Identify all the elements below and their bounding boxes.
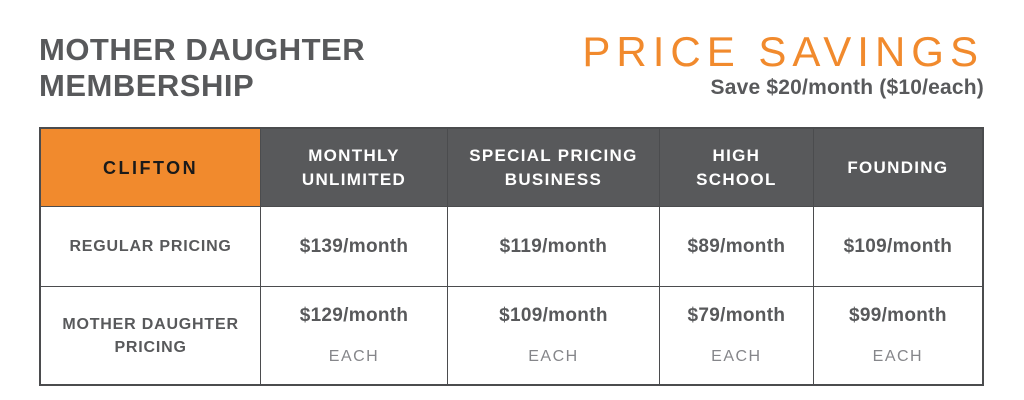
price-cell: $139/month <box>260 206 448 287</box>
corner-cell-clifton: CLIFTON <box>39 127 262 207</box>
pricing-table-header: CLIFTON MONTHLY UNLIMITED SPECIAL PRICIN… <box>39 127 984 207</box>
column-header-high-school: HIGH SCHOOL <box>659 127 814 207</box>
row-label-mother-daughter-pricing: MOTHER DAUGHTER PRICING <box>39 286 262 386</box>
price-value: $139/month <box>299 235 409 257</box>
pricing-table-body: REGULAR PRICING $139/month $119/month $8… <box>39 206 984 386</box>
price-value: $79/month <box>687 305 786 326</box>
price-value: $89/month <box>687 235 786 257</box>
price-cell: $109/month <box>812 206 984 287</box>
price-value: $109/month <box>843 235 953 257</box>
each-label: EACH <box>872 348 924 365</box>
row-label-regular-pricing: REGULAR PRICING <box>39 206 262 287</box>
page-title: MOTHER DAUGHTER MEMBERSHIP <box>39 32 366 103</box>
price-cell: $119/month <box>446 206 661 287</box>
price-cell: $109/month EACH <box>446 286 661 386</box>
savings-subtitle: Save $20/month ($10/each) <box>710 76 984 99</box>
each-label: EACH <box>711 348 762 365</box>
table-row-regular-pricing: REGULAR PRICING $139/month $119/month $8… <box>39 206 984 287</box>
price-value: $119/month <box>499 235 608 257</box>
price-value: $129/month <box>299 305 409 326</box>
table-row-mother-daughter-pricing: MOTHER DAUGHTER PRICING $129/month EACH … <box>39 286 984 386</box>
price-value: $109/month <box>499 305 608 326</box>
price-cell: $129/month EACH <box>260 286 448 386</box>
flyer-header: MOTHER DAUGHTER MEMBERSHIP PRICE SAVINGS… <box>39 30 984 127</box>
savings-block: PRICE SAVINGS Save $20/month ($10/each) <box>582 30 984 100</box>
savings-title: PRICE SAVINGS <box>582 28 984 75</box>
price-cell: $89/month <box>659 206 814 287</box>
each-label: EACH <box>528 348 579 365</box>
column-header-special-pricing-business: SPECIAL PRICING BUSINESS <box>446 127 661 207</box>
pricing-table: CLIFTON MONTHLY UNLIMITED SPECIAL PRICIN… <box>39 127 984 386</box>
each-label: EACH <box>328 348 380 365</box>
price-cell: $79/month EACH <box>659 286 814 386</box>
price-value: $99/month <box>849 305 947 326</box>
header-row: CLIFTON MONTHLY UNLIMITED SPECIAL PRICIN… <box>39 127 984 207</box>
column-header-founding: FOUNDING <box>812 127 984 207</box>
column-header-monthly-unlimited: MONTHLY UNLIMITED <box>260 127 448 207</box>
price-cell: $99/month EACH <box>812 286 984 386</box>
